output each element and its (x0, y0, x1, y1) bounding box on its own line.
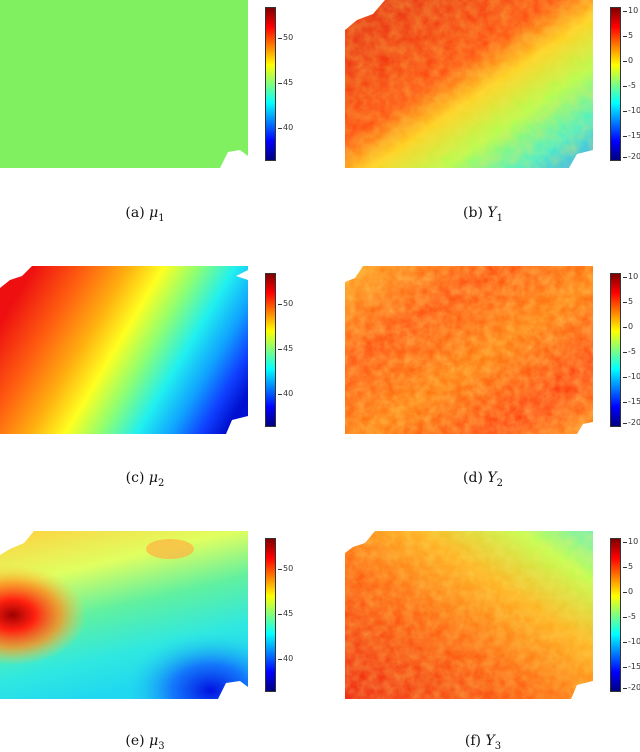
caption-subscript: 1 (158, 212, 165, 224)
tick-label: -5 (623, 81, 636, 90)
tick-label: 45 (277, 344, 294, 353)
tick-label: 5 (622, 562, 634, 571)
caption-subscript: 1 (496, 212, 503, 224)
caption-a: (a) μ1 (45, 205, 245, 224)
tick-label: -5 (623, 612, 636, 621)
map-y1-image (345, 0, 593, 168)
caption-c: (c) μ2 (45, 470, 245, 489)
tick-label: -5 (623, 347, 636, 356)
map-mu2-image (0, 266, 248, 434)
caption-tag: (f) (464, 733, 482, 749)
colorbar-mu3 (265, 538, 276, 692)
tick-label: 0 (622, 587, 634, 596)
caption-f: (f) Y3 (383, 733, 583, 752)
map-y3 (345, 531, 593, 699)
map-mu2 (0, 266, 248, 434)
tick-label: 40 (277, 389, 294, 398)
caption-tag: (a) (125, 205, 145, 221)
tick-label: 10 (622, 537, 639, 546)
map-mu1-image (0, 0, 248, 168)
tick-label: 10 (622, 6, 639, 15)
tick-label: 5 (622, 31, 634, 40)
caption-symbol: μ (149, 205, 159, 221)
colorbar-mu3-ticks: 50 45 40 (277, 538, 313, 692)
tick-label: -10 (622, 106, 640, 115)
tick-label: 50 (277, 33, 294, 42)
caption-symbol: Y (485, 733, 495, 749)
tick-label: 45 (277, 609, 294, 618)
tick-label: -20 (622, 683, 640, 692)
map-y2 (345, 266, 593, 434)
map-mu1 (0, 0, 248, 168)
map-y3-image (345, 531, 593, 699)
map-mu3 (0, 531, 248, 699)
tick-label: 40 (277, 654, 294, 663)
colorbar-mu1 (265, 7, 276, 161)
tick-label: 45 (277, 78, 294, 87)
tick-label: 50 (277, 299, 294, 308)
tick-label: -20 (622, 418, 640, 427)
tick-label: 40 (277, 123, 294, 132)
caption-symbol: Y (487, 470, 497, 486)
tick-label: -10 (622, 372, 640, 381)
map-y1 (345, 0, 593, 168)
tick-label: -15 (622, 397, 640, 406)
caption-symbol: μ (149, 733, 159, 749)
map-y2-image (345, 266, 593, 434)
colorbar-y3 (610, 538, 621, 692)
caption-subscript: 3 (158, 740, 165, 752)
tick-label: -10 (622, 637, 640, 646)
colorbar-mu2 (265, 273, 276, 427)
colorbar-mu1-ticks: 50 45 40 (277, 7, 313, 161)
caption-symbol: μ (148, 470, 158, 486)
tick-label: 50 (277, 564, 294, 573)
tick-label: 0 (622, 56, 634, 65)
caption-tag: (e) (125, 733, 145, 749)
colorbar-y1 (610, 7, 621, 161)
caption-subscript: 2 (496, 477, 503, 489)
tick-label: 10 (622, 272, 639, 281)
colorbar-y2 (610, 273, 621, 427)
caption-tag: (c) (125, 470, 145, 486)
caption-b: (b) Y1 (383, 205, 583, 224)
tick-label: 5 (622, 297, 634, 306)
caption-tag: (b) (463, 205, 483, 221)
colorbar-y1-ticks: 10 5 0 -5 -10 -15 -20 (622, 6, 640, 161)
caption-e: (e) μ3 (45, 733, 245, 752)
caption-d: (d) Y2 (383, 470, 583, 489)
map-mu3-image (0, 531, 248, 699)
caption-subscript: 2 (157, 477, 165, 489)
caption-symbol: Y (487, 205, 497, 221)
colorbar-y2-ticks: 10 5 0 -5 -10 -15 -20 (622, 272, 640, 427)
colorbar-y3-ticks: 10 5 0 -5 -10 -15 -20 (622, 537, 640, 692)
caption-subscript: 3 (494, 740, 502, 752)
caption-tag: (d) (463, 470, 483, 486)
tick-label: -15 (622, 662, 640, 671)
colorbar-mu2-ticks: 50 45 40 (277, 273, 313, 427)
tick-label: -20 (622, 152, 640, 161)
tick-label: -15 (622, 131, 640, 140)
tick-label: 0 (622, 322, 634, 331)
